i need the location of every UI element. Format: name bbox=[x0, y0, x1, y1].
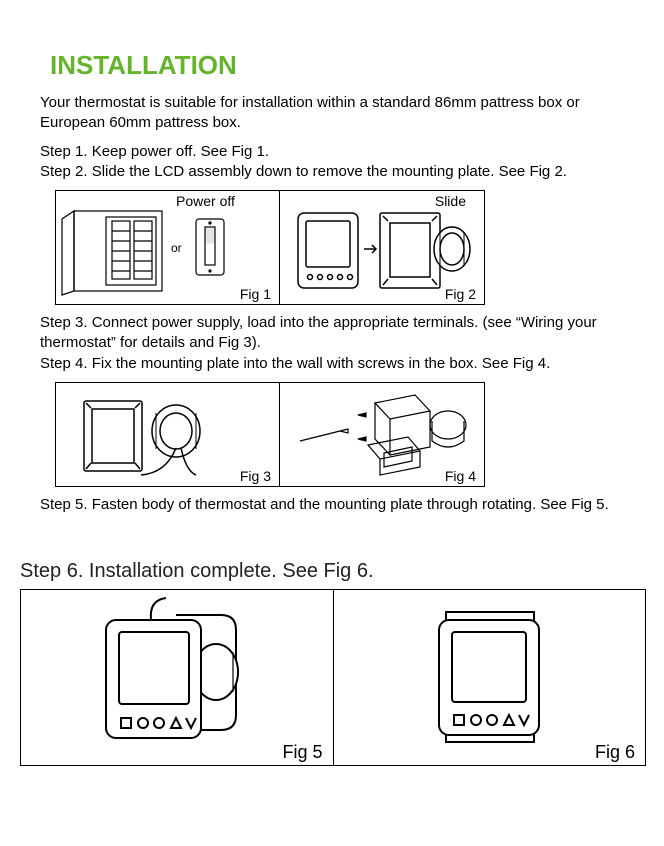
fig6-box: Fig 6 bbox=[334, 590, 646, 765]
fig6-drawing bbox=[334, 590, 644, 765]
fig2-caption: Slide bbox=[435, 193, 466, 209]
step-6: Step 6. Installation complete. See Fig 6… bbox=[20, 560, 644, 583]
fig1-or: or bbox=[171, 241, 182, 255]
fig-row-3: Fig 5 Fig 6 bbox=[20, 589, 646, 766]
step-3: Step 3. Connect power supply, load into … bbox=[40, 313, 644, 354]
fig-row-2: Fig 3 bbox=[55, 382, 644, 487]
step-5: Step 5. Fasten body of thermostat and th… bbox=[40, 495, 644, 515]
fig1-caption: Power off bbox=[176, 193, 235, 209]
fig2-label: Fig 2 bbox=[445, 286, 476, 302]
fig3-box: Fig 3 bbox=[55, 382, 280, 487]
fig1-box: Power off bbox=[55, 190, 280, 305]
step-2: Step 2. Slide the LCD assembly down to r… bbox=[40, 162, 644, 182]
fig4-label: Fig 4 bbox=[445, 468, 476, 484]
fig-row-1: Power off bbox=[55, 190, 644, 305]
fig5-drawing bbox=[21, 590, 331, 765]
step-4: Step 4. Fix the mounting plate into the … bbox=[40, 354, 644, 374]
fig6-label: Fig 6 bbox=[595, 742, 635, 763]
step-1: Step 1. Keep power off. See Fig 1. bbox=[40, 142, 644, 162]
fig5-box: Fig 5 bbox=[21, 590, 334, 765]
fig2-box: Slide bbox=[280, 190, 485, 305]
intro-text: Your thermostat is suitable for installa… bbox=[40, 93, 644, 134]
fig3-label: Fig 3 bbox=[240, 468, 271, 484]
fig4-box: Fig 4 bbox=[280, 382, 485, 487]
fig5-label: Fig 5 bbox=[282, 742, 322, 763]
fig1-label: Fig 1 bbox=[240, 286, 271, 302]
installation-page: INSTALLATION Your thermostat is suitable… bbox=[0, 0, 664, 806]
page-title: INSTALLATION bbox=[50, 50, 644, 81]
